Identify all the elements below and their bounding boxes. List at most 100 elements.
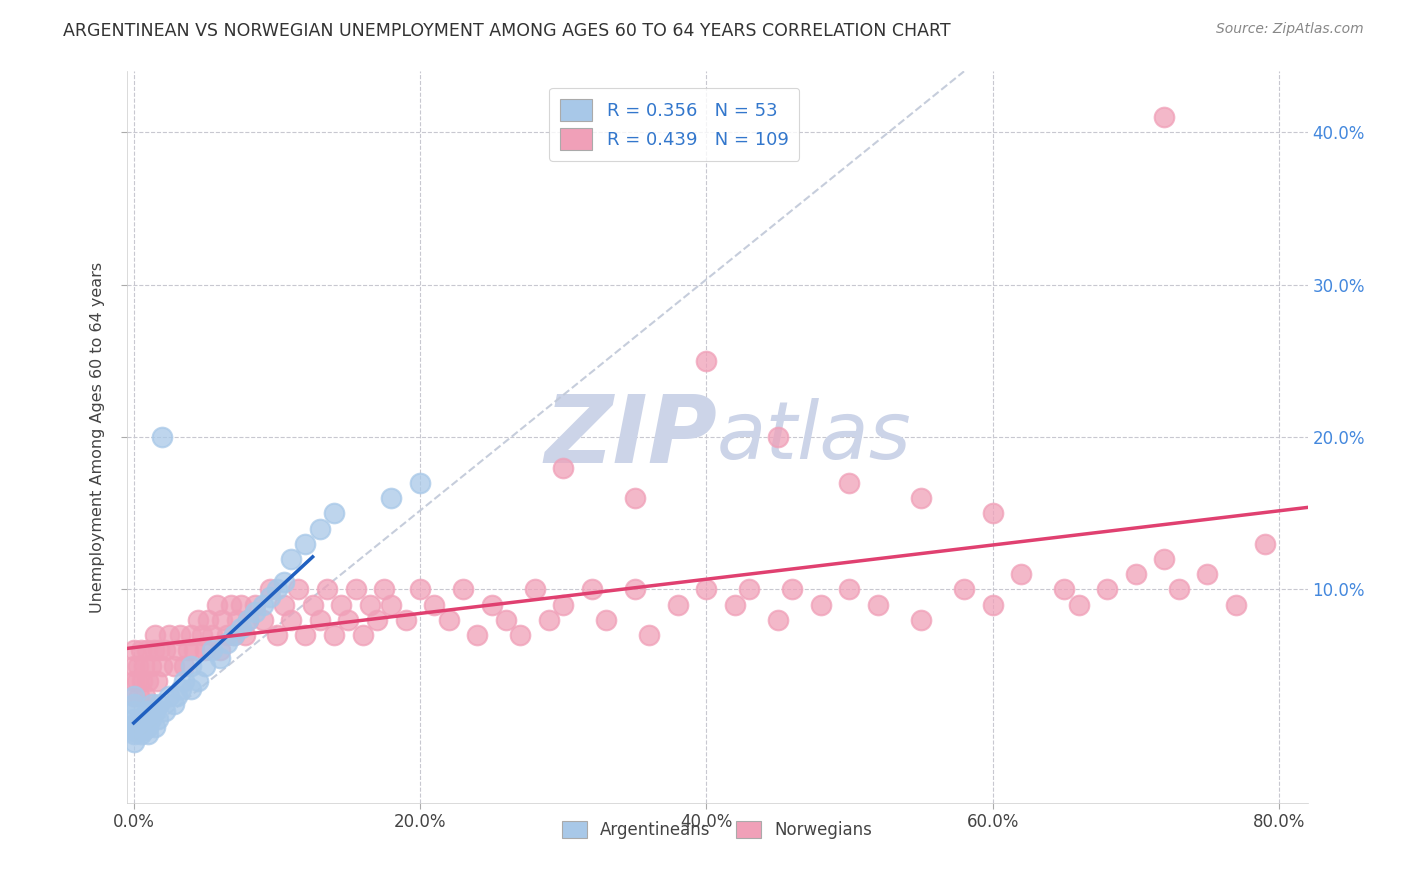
Point [135,643,157,657]
Point [273,598,295,612]
Point [437,613,460,627]
Point [142,643,165,657]
Point [1153,552,1175,566]
Point [159,628,181,642]
Point [638,628,661,642]
Point [366,613,388,627]
Point [553,460,575,475]
Point [868,598,890,612]
Point [194,643,217,657]
Point [136,727,159,741]
Point [177,643,200,657]
Point [1167,582,1189,597]
Point [235,628,257,642]
Point [219,598,242,612]
Point [139,658,162,673]
Point [323,506,346,520]
Point [163,697,186,711]
Point [273,574,295,589]
Point [395,613,418,627]
Point [122,712,145,726]
Point [330,598,353,612]
Point [323,628,346,642]
Text: Source: ZipAtlas.com: Source: ZipAtlas.com [1216,22,1364,37]
Point [409,475,432,490]
Point [122,716,145,731]
Point [128,689,150,703]
Point [766,430,789,444]
Point [695,582,717,597]
Point [146,712,169,726]
Point [208,651,231,665]
Point [1053,582,1076,597]
Y-axis label: Unemployment Among Ages 60 to 64 years: Unemployment Among Ages 60 to 64 years [90,261,105,613]
Point [134,689,156,703]
Point [1197,567,1219,582]
Point [810,598,832,612]
Point [122,689,145,703]
Point [127,658,149,673]
Point [150,658,173,673]
Point [352,628,374,642]
Point [523,582,546,597]
Point [131,673,153,688]
Point [252,613,274,627]
Point [294,537,316,551]
Point [129,712,152,726]
Point [308,521,330,535]
Point [222,628,245,642]
Point [148,643,170,657]
Point [581,582,603,597]
Point [1225,598,1247,612]
Point [211,613,233,627]
Text: ZIP: ZIP [544,391,717,483]
Point [838,582,860,597]
Point [738,582,761,597]
Point [266,628,288,642]
Point [183,643,205,657]
Point [910,613,932,627]
Legend: Argentineans, Norwegians: Argentineans, Norwegians [555,814,879,846]
Point [139,712,162,726]
Point [451,582,474,597]
Point [163,658,186,673]
Point [129,643,152,657]
Point [122,727,145,741]
Point [280,552,302,566]
Point [169,628,191,642]
Point [132,712,155,726]
Point [245,598,267,612]
Point [252,598,274,612]
Point [173,673,195,688]
Point [229,621,252,635]
Point [222,628,245,642]
Point [509,628,531,642]
Point [1067,598,1090,612]
Point [238,613,260,627]
Point [695,354,717,368]
Point [136,705,159,719]
Point [910,491,932,505]
Point [187,613,209,627]
Point [136,720,159,734]
Point [208,643,231,657]
Point [134,720,156,734]
Point [215,636,238,650]
Point [122,705,145,719]
Point [337,613,360,627]
Point [194,658,217,673]
Point [143,628,166,642]
Point [238,613,260,627]
Point [153,705,176,719]
Point [666,598,689,612]
Point [229,598,252,612]
Point [153,643,176,657]
Point [122,643,145,657]
Point [159,689,181,703]
Point [359,598,381,612]
Point [1153,110,1175,124]
Point [122,735,145,749]
Point [1253,537,1275,551]
Point [409,582,432,597]
Point [766,613,789,627]
